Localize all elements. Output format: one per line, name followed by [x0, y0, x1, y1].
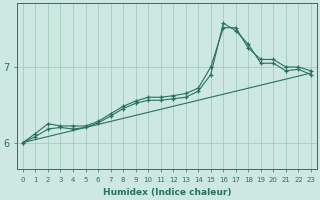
X-axis label: Humidex (Indice chaleur): Humidex (Indice chaleur): [103, 188, 231, 197]
